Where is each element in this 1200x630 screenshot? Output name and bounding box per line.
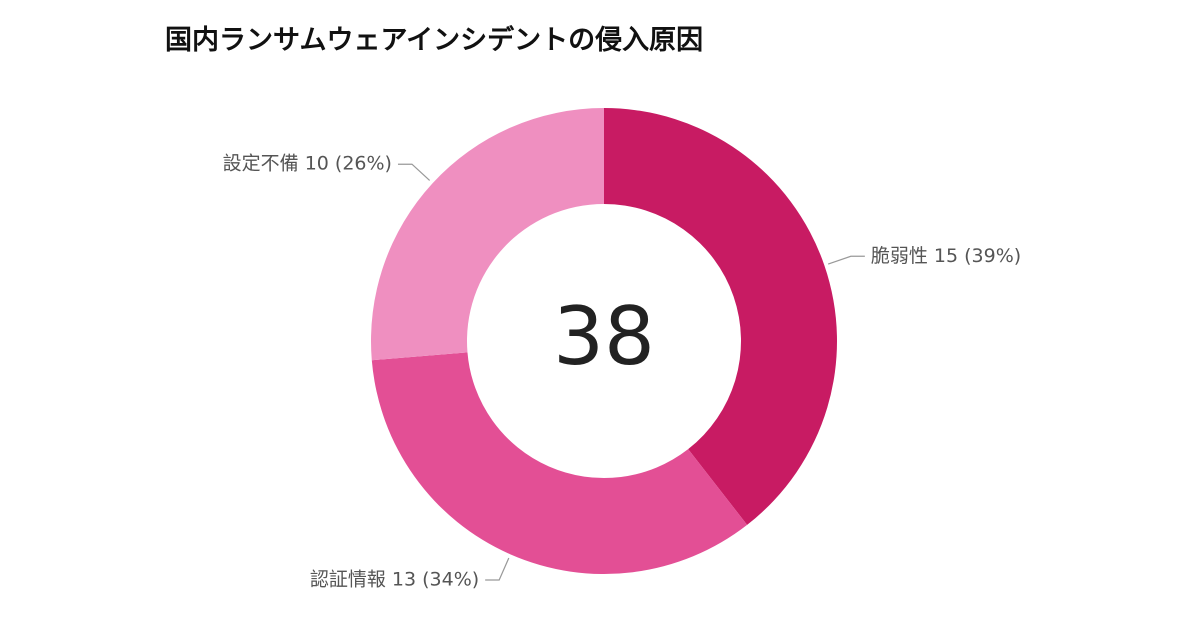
slice-label-3: 設定不備 10 (26%) (223, 153, 392, 175)
donut-slices (370, 108, 838, 574)
leader-line-3 (397, 163, 431, 181)
slice-labels: 脆弱性 15 (39%) 認証情報 13 (34%) 設定不備 10 (26%) (223, 153, 1022, 591)
donut-slice-2 (371, 352, 748, 574)
slice-label-1: 脆弱性 15 (39%) (871, 245, 1021, 267)
chart-title: 国内ランサムウェアインシデントの侵入原因 (165, 25, 704, 56)
donut-slice-3 (370, 108, 604, 361)
leader-line-1 (827, 255, 865, 265)
leader-lines (397, 163, 865, 581)
center-total-label: 38 (553, 290, 655, 383)
slice-label-2: 認証情報 13 (34%) (310, 569, 479, 591)
leader-line-2 (485, 557, 510, 581)
donut-slice-1 (604, 108, 838, 525)
